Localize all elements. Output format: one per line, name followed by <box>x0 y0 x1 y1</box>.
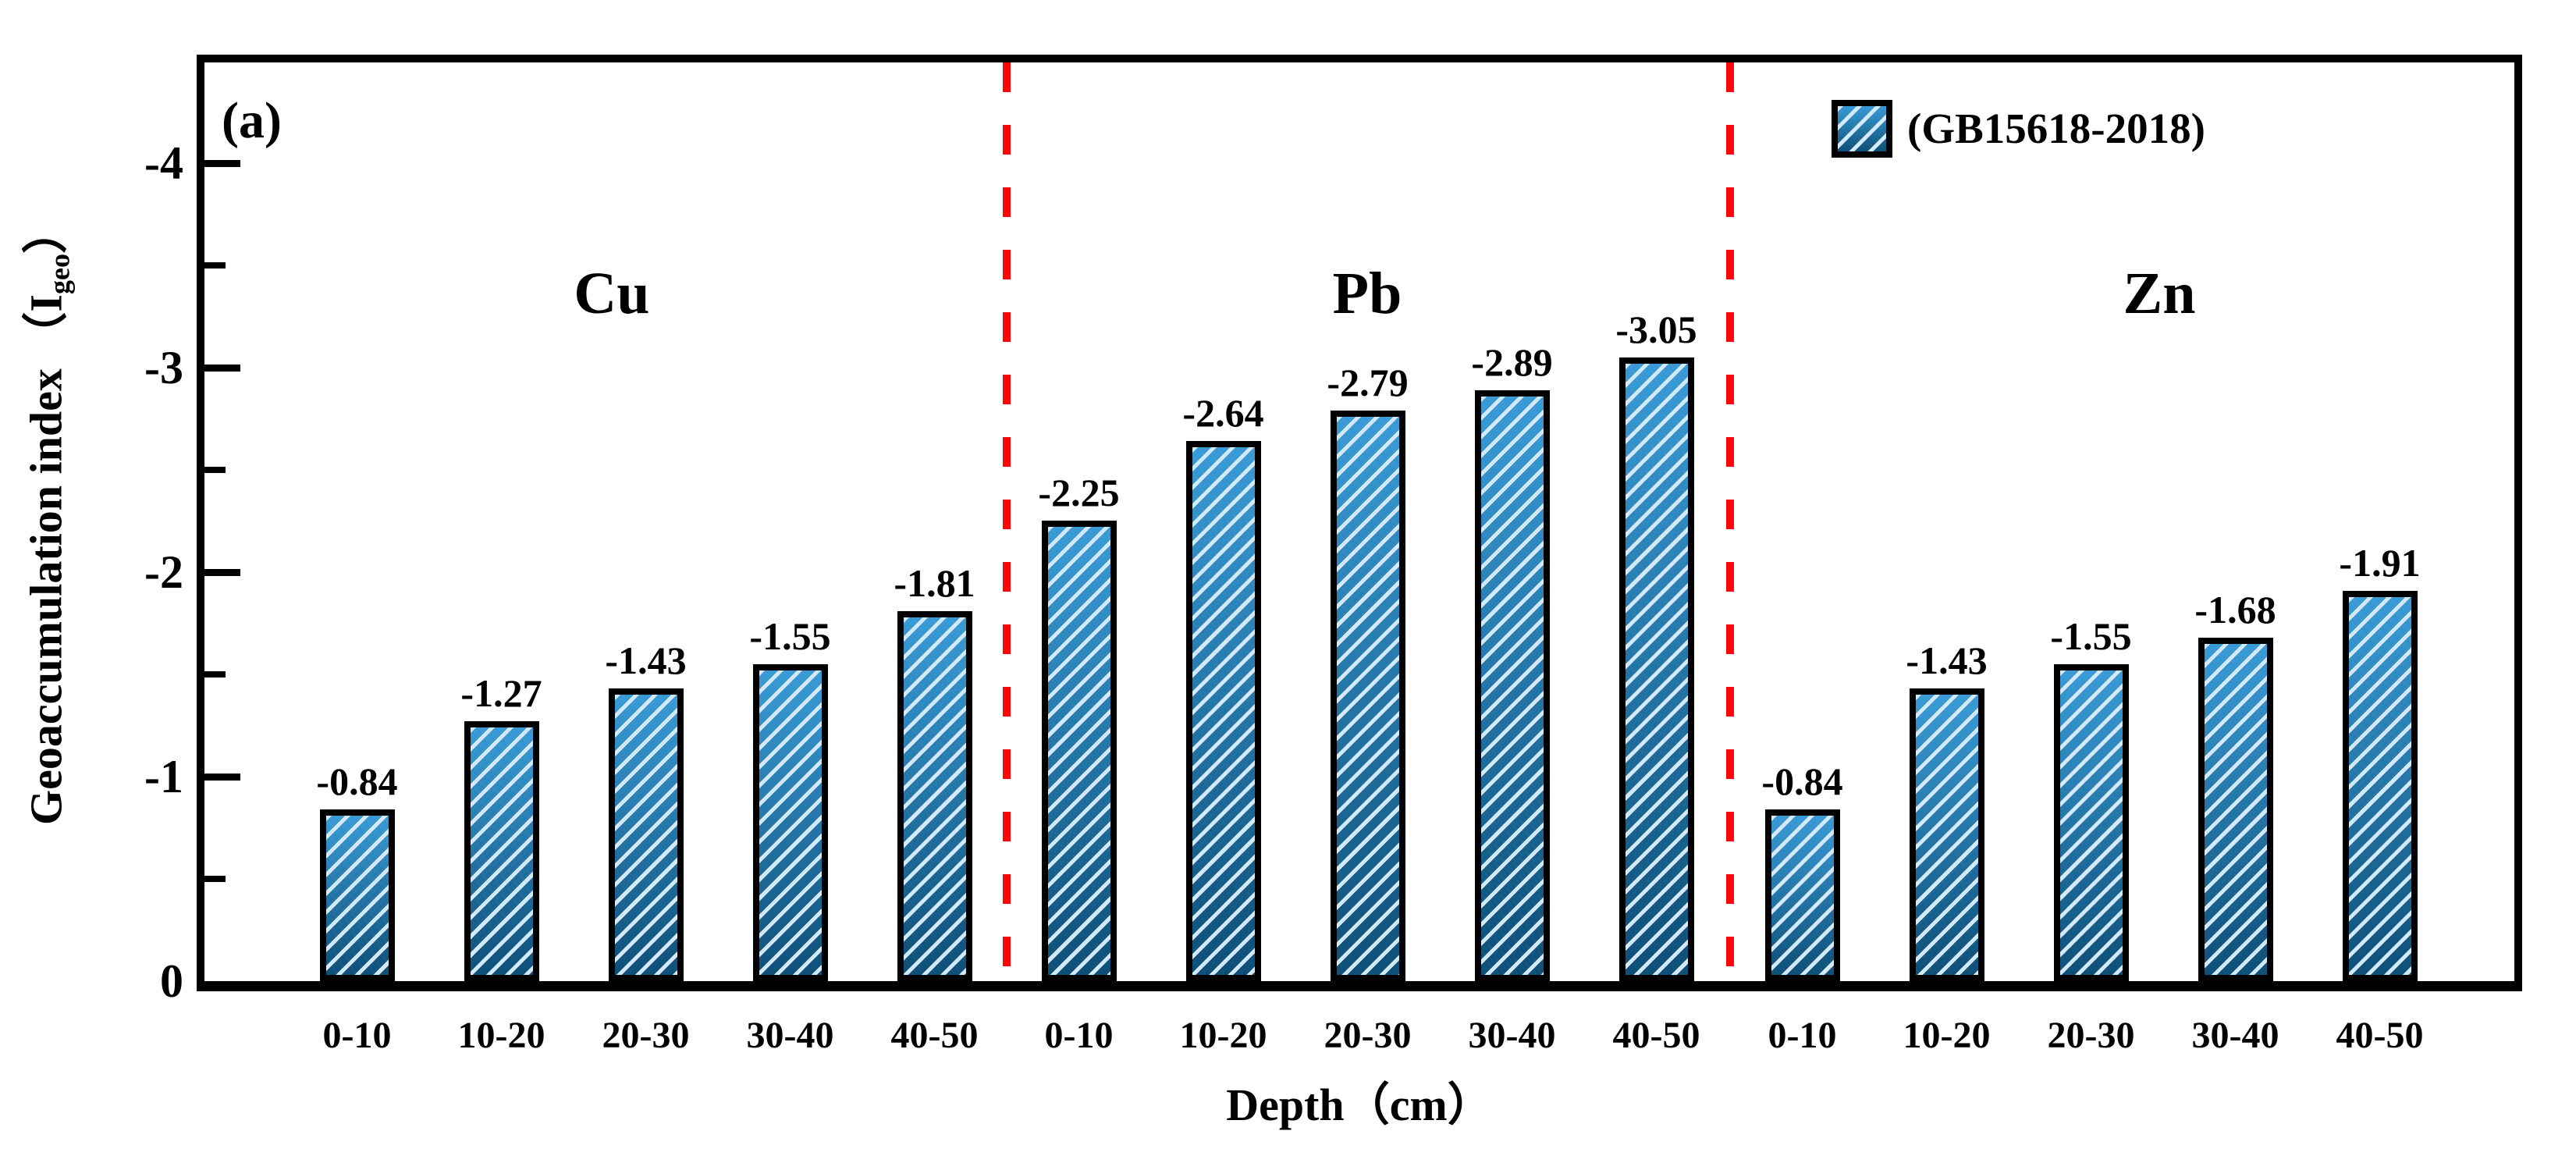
bar-value-label: -1.43 <box>605 638 687 682</box>
x-tick-label: 30-40 <box>2191 1015 2279 1056</box>
bar-cu-40-50 <box>897 611 972 981</box>
x-tick-label: 0-10 <box>322 1015 392 1056</box>
bar-value-label: -1.43 <box>1906 638 1988 682</box>
y-major-tick <box>204 569 240 576</box>
x-tick-label: 40-50 <box>1612 1015 1700 1056</box>
bar-value-label: -2.64 <box>1182 391 1264 435</box>
bar-cu-10-20 <box>464 721 539 981</box>
group-label-zn: Zn <box>2123 261 2196 326</box>
bar-value-label: -0.84 <box>1761 759 1843 803</box>
x-tick-label: 0-10 <box>1044 1015 1114 1056</box>
y-axis-title-subscript: geo <box>44 254 76 295</box>
legend-label: (GB15618-2018) <box>1907 105 2205 152</box>
bar-value-label: -2.25 <box>1038 471 1120 514</box>
y-major-tick <box>204 774 240 781</box>
bar-pb-30-40 <box>1474 390 1550 981</box>
bar-value-label: -1.81 <box>894 561 975 605</box>
bar-cu-0-10 <box>319 809 395 981</box>
bar-zn-40-50 <box>2342 591 2418 981</box>
y-minor-tick <box>204 671 226 678</box>
legend-swatch <box>1832 100 1892 158</box>
x-tick-label: 30-40 <box>1468 1015 1556 1056</box>
y-axis-title: Geoaccumulation index （Igeo） <box>20 208 76 825</box>
x-tick-label: 20-30 <box>2047 1015 2135 1056</box>
y-minor-tick <box>204 262 226 269</box>
bar-value-label: -2.89 <box>1471 340 1553 384</box>
panel-label: (a) <box>222 92 282 149</box>
y-minor-tick <box>204 876 226 882</box>
group-label-pb: Pb <box>1332 261 1402 326</box>
section-divider-line <box>1003 62 1011 981</box>
x-tick-label: 20-30 <box>602 1015 690 1056</box>
plot-area: (a) (GB15618-2018) Cu Pb Zn -0.84 -1.27 -1.43… <box>197 55 2522 991</box>
bar-zn-30-40 <box>2198 638 2273 981</box>
bar-pb-0-10 <box>1041 521 1117 981</box>
x-tick-label: 30-40 <box>746 1015 834 1056</box>
bar-value-label: -2.79 <box>1327 361 1409 404</box>
x-tick-label: 40-50 <box>2336 1015 2424 1056</box>
y-major-tick <box>204 160 240 167</box>
x-tick-label: 40-50 <box>890 1015 979 1056</box>
x-tick-label: 20-30 <box>1324 1015 1412 1056</box>
bar-zn-20-30 <box>2053 664 2129 981</box>
y-tick-label: -3 <box>144 342 183 393</box>
bar-pb-40-50 <box>1618 357 1694 981</box>
bar-cu-20-30 <box>608 688 684 981</box>
x-axis-title: Depth（cm） <box>1226 1079 1493 1130</box>
plot-inner: (a) (GB15618-2018) Cu Pb Zn -0.84 -1.27 -1.43… <box>204 62 2514 981</box>
bar-value-label: -1.91 <box>2339 541 2421 585</box>
bar-value-label: -1.27 <box>460 671 542 715</box>
bar-pb-20-30 <box>1330 411 1405 981</box>
x-tick-label: 10-20 <box>1903 1015 1991 1056</box>
section-divider-line <box>1726 62 1734 981</box>
y-major-tick <box>204 365 240 372</box>
x-tick-label: 0-10 <box>1768 1015 1837 1056</box>
bar-pb-10-20 <box>1185 441 1261 981</box>
y-tick-label: -4 <box>144 137 183 189</box>
bar-value-label: -1.55 <box>749 614 831 658</box>
bar-value-label: -3.05 <box>1615 308 1697 351</box>
bar-value-label: -0.84 <box>316 759 398 803</box>
bar-zn-10-20 <box>1909 688 1984 981</box>
y-minor-tick <box>204 467 226 473</box>
y-tick-label: -1 <box>144 751 183 802</box>
y-tick-label: -2 <box>144 546 183 598</box>
y-axis-title-close: ） <box>20 208 72 254</box>
group-label-cu: Cu <box>574 261 650 326</box>
bar-value-label: -1.55 <box>2050 614 2132 658</box>
bar-zn-0-10 <box>1764 809 1840 981</box>
bar-value-label: -1.68 <box>2194 588 2276 631</box>
bar-cu-30-40 <box>752 664 828 981</box>
x-tick-label: 10-20 <box>457 1015 545 1056</box>
y-tick-label: 0 <box>160 955 183 1007</box>
x-tick-label: 10-20 <box>1179 1015 1267 1056</box>
